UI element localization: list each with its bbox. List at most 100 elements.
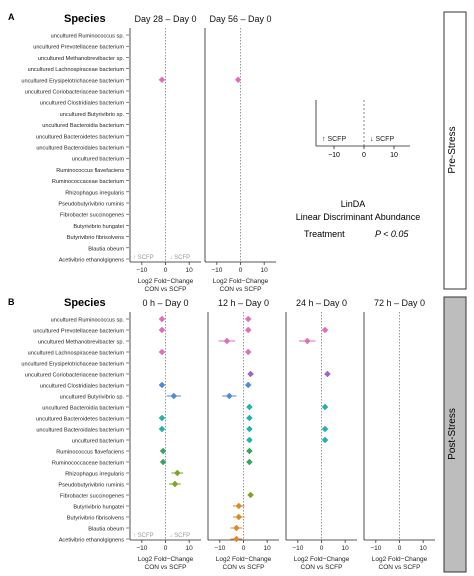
x-tick-label: −10 xyxy=(370,545,381,552)
data-point xyxy=(225,392,233,400)
x-axis-label: Log2 Fold−Change xyxy=(138,556,194,563)
x-tick-label: 0 xyxy=(164,545,168,552)
data-point xyxy=(173,469,181,477)
species-label: Butyrivibrio fibrisolvens xyxy=(67,235,124,241)
x-tick-label: 0 xyxy=(164,267,168,274)
data-point xyxy=(321,425,329,433)
x-tick-label: 0 xyxy=(239,267,243,274)
species-label: uncultured Bacteroidales bacterium xyxy=(36,146,124,152)
data-point xyxy=(246,458,253,466)
x-tick-label: 10 xyxy=(186,545,194,552)
data-point xyxy=(244,381,252,389)
x-axis-label: CON vs SCFP xyxy=(379,564,421,571)
species-label: uncultured Clostridiales bacterium xyxy=(40,384,125,390)
species-label: uncultured Coriobacteriaceae bacterium xyxy=(25,90,125,96)
data-point xyxy=(158,381,166,389)
data-point xyxy=(171,480,179,488)
species-label: uncultured Methanobrevibacter sp. xyxy=(38,56,125,62)
x-tick-label: −10 xyxy=(136,545,147,552)
species-label: uncultured Erysipelotrichaceae bacterium xyxy=(21,78,124,84)
data-point xyxy=(158,315,166,323)
x-axis-label: Log2 Fold−Change xyxy=(213,278,269,285)
data-point xyxy=(158,414,166,422)
data-point xyxy=(158,76,166,84)
x-axis-label: CON vs SCFP xyxy=(223,564,265,571)
x-tick-label: −10 xyxy=(136,267,147,274)
legend-arrow-left: ↑ SCFP xyxy=(322,136,346,143)
legend-tick-label: 10 xyxy=(390,152,398,159)
data-point xyxy=(246,414,253,422)
species-label: uncultured Bacteroidetes bacterium xyxy=(36,134,124,140)
data-point xyxy=(244,315,252,323)
species-label: Blautia obeum xyxy=(88,246,124,252)
data-point xyxy=(246,425,253,433)
data-point xyxy=(303,337,311,345)
species-label: uncultured bacterium xyxy=(72,157,125,163)
x-tick-label: −10 xyxy=(292,545,303,552)
direction-label-left: ↑ SCFP xyxy=(133,255,154,261)
species-label: uncultured Bacteroidetes bacterium xyxy=(36,417,124,423)
legend: ↑ SCFP ↓ SCFP −10 0 10 LinDA Linear Disc… xyxy=(296,100,420,239)
x-axis-label: CON vs SCFP xyxy=(145,286,187,293)
facet-title: 0 h – Day 0 xyxy=(142,298,188,308)
direction-label-left: ↑ SCFP xyxy=(133,533,154,539)
species-label: Ruminococcus flavefaciens xyxy=(56,450,124,456)
data-point xyxy=(324,370,331,378)
species-label: Ruminococcaceae bacterium xyxy=(52,179,124,185)
data-point xyxy=(246,436,253,444)
legend-arrow-right: ↓ SCFP xyxy=(370,136,394,143)
species-label: Pseudobutyrivibrio ruminis xyxy=(58,483,124,489)
data-point xyxy=(247,491,254,499)
facet-title: Day 56 – Day 0 xyxy=(209,14,271,24)
species-label: uncultured Ruminococcus sp. xyxy=(51,318,125,324)
data-point xyxy=(321,403,329,411)
direction-label-right: ↓ SCFP xyxy=(170,533,191,539)
legend-key-label: Treatment xyxy=(304,229,345,239)
species-label: uncultured Coriobacteriaceae bacterium xyxy=(25,373,125,379)
direction-label-right: ↓ SCFP xyxy=(170,255,191,261)
data-point xyxy=(170,392,178,400)
x-axis-label: Log2 Fold−Change xyxy=(372,556,428,563)
species-label: Ruminococcaceae bacterium xyxy=(52,461,124,467)
x-tick-label: 0 xyxy=(398,545,402,552)
species-label: uncultured Prevotellaceae bacterium xyxy=(33,45,124,51)
species-label: uncultured Prevotellaceae bacterium xyxy=(33,329,124,335)
legend-tick-label: −10 xyxy=(328,152,340,159)
species-label: Butyrivibrio hungatei xyxy=(73,224,124,230)
x-axis-label: Log2 Fold−Change xyxy=(216,556,272,563)
species-label: uncultured Ruminococcus sp. xyxy=(51,34,125,40)
legend-tick-label: 0 xyxy=(362,152,366,159)
chart-panel-a: uncultured Ruminococcus sp. uncultured Pr… xyxy=(21,14,276,293)
chart-panel-b: uncultured Ruminococcus sp. uncultured Pr… xyxy=(21,298,435,571)
x-tick-label: 10 xyxy=(186,267,194,274)
species-label: uncultured bacterium xyxy=(72,439,125,445)
species-label: uncultured Methanobrevibacter sp. xyxy=(38,340,125,346)
data-point xyxy=(158,425,166,433)
x-tick-label: 10 xyxy=(264,545,272,552)
facet-title: 12 h – Day 0 xyxy=(218,298,269,308)
species-label: uncultured Bacteroidia bacterium xyxy=(42,406,124,412)
species-label: Ruminococcus flavefaciens xyxy=(56,168,124,174)
species-label: Acetivibrio ethanolgignens xyxy=(59,538,125,544)
panel-b-letter: B xyxy=(8,297,15,307)
species-label: uncultured Clostridiales bacterium xyxy=(40,101,125,107)
data-point xyxy=(247,370,254,378)
data-point xyxy=(158,348,166,356)
species-label: uncultured Lachnospiraceae bacterium xyxy=(28,67,125,73)
species-label: Butyrivibrio hungatei xyxy=(73,505,124,511)
legend-method: LinDA xyxy=(341,199,366,209)
panel-b-side-label: Post-Stress xyxy=(447,408,458,460)
species-label: Blautia obeum xyxy=(88,527,124,533)
x-tick-label: 0 xyxy=(242,545,246,552)
x-axis-label: CON vs SCFP xyxy=(145,564,187,571)
species-label: uncultured Bacteroidia bacterium xyxy=(42,123,124,129)
data-point xyxy=(246,403,253,411)
species-label: uncultured Butyrivibrio sp. xyxy=(60,395,125,401)
data-point xyxy=(321,436,329,444)
data-point xyxy=(159,458,167,466)
species-label: Pseudobutyrivibrio ruminis xyxy=(58,202,124,208)
data-point xyxy=(158,326,166,334)
panel-a-side-bar xyxy=(443,11,467,290)
species-label: Fibrobacter succinogenes xyxy=(60,213,124,219)
data-point xyxy=(234,76,242,84)
